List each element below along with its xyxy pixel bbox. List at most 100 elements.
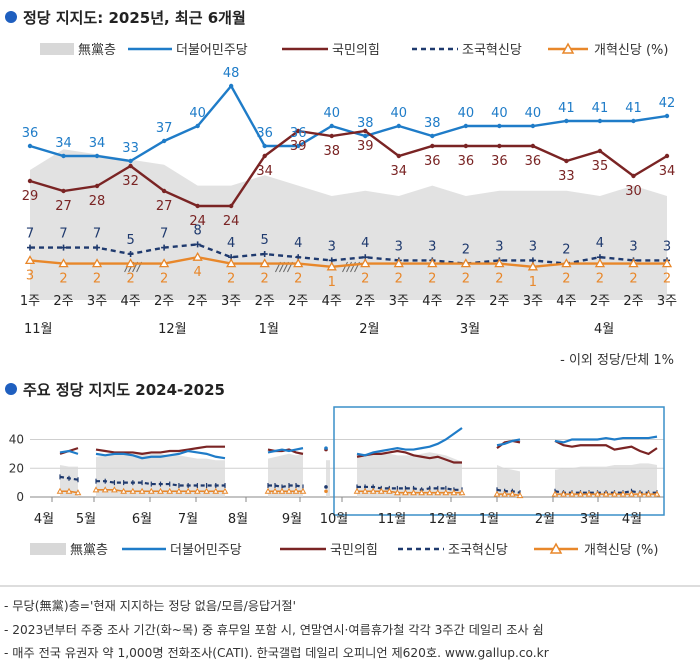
top-series-lines [29, 83, 668, 269]
ppp-data-label: 24 [223, 214, 240, 229]
rebuild-data-label: 3 [629, 239, 637, 254]
reform-point [24, 255, 36, 265]
x-tick-label: 2주 [590, 294, 610, 309]
reform-point [147, 487, 155, 494]
dem-point [564, 118, 569, 124]
legend-noparty-label: 無黨층 [78, 43, 116, 58]
legend-rebuild-label: 조국혁신당 [462, 43, 522, 58]
reform-data-label: 2 [462, 272, 470, 287]
x-tick-label: 1주 [20, 294, 40, 309]
ppp-point [664, 153, 670, 159]
dem-data-label: 40 [391, 106, 408, 121]
dem-point [61, 153, 66, 159]
x-tick-label: 9월 [282, 512, 302, 527]
ppp-point [396, 153, 401, 159]
reform-data-label: 2 [495, 272, 503, 287]
dem-data-label: 41 [558, 101, 575, 116]
legend-reform-triangle-icon [549, 542, 563, 554]
dem-series-line [267, 447, 304, 454]
other-parties-note: - 이외 정당/단체 1% [560, 353, 674, 368]
x-tick-label: 6월 [132, 512, 152, 527]
reform-point [460, 258, 471, 268]
x-tick-label: 3주 [389, 294, 409, 309]
x-tick-label: 8월 [228, 512, 248, 527]
reform-data-label: 2 [227, 272, 235, 287]
heading-dot-icon [5, 11, 17, 23]
reform-data-label: 3 [26, 268, 34, 283]
top-noparty-area [30, 149, 667, 300]
month-label: 11월 [24, 322, 53, 337]
rebuild-data-label: 7 [160, 227, 168, 242]
reform-point [501, 490, 509, 497]
dem-data-label: 40 [189, 106, 206, 121]
reform-point [636, 490, 644, 497]
dem-data-label: 41 [625, 101, 642, 116]
reform-point [259, 258, 270, 268]
dem-point [530, 123, 536, 129]
ppp-data-label: 28 [89, 194, 106, 209]
x-tick-label: 12월 [429, 512, 458, 527]
legend-noparty-swatch [40, 43, 74, 55]
dem-series-line [496, 438, 521, 447]
dem-data-label: 48 [223, 66, 240, 81]
reform-series-line [29, 255, 667, 269]
dem-data-label: 34 [55, 136, 72, 151]
reform-point [264, 487, 272, 494]
x-tick-label: 5월 [76, 512, 96, 527]
ppp-point [195, 203, 200, 209]
ppp-point [597, 148, 603, 154]
reform-point [120, 487, 127, 494]
ppp-point [262, 153, 267, 159]
reform-point [324, 489, 328, 494]
ppp-series-line [554, 439, 658, 456]
rebuild-data-label: 3 [428, 239, 436, 254]
dem-data-label: 33 [122, 141, 139, 156]
reform-point [138, 487, 146, 494]
ppp-point [27, 178, 33, 184]
bottom-x-axis: 4월 5월 6월 7월 8월 9월 10월 11월 12월 1월 2월 3월 4월 [34, 497, 642, 527]
ppp-data-label: 27 [156, 199, 173, 214]
reform-data-label: 2 [663, 272, 671, 287]
rebuild-data-label: 2 [462, 243, 470, 258]
noparty-area [60, 465, 78, 497]
x-tick-label: 3주 [221, 294, 241, 309]
ppp-data-label: 36 [424, 154, 441, 169]
rebuild-series-line [357, 485, 462, 491]
ppp-point [61, 188, 66, 194]
reform-data-label: 2 [395, 272, 403, 287]
rebuild-data-label: 3 [395, 239, 403, 254]
x-tick-label: 2주 [288, 294, 308, 309]
reform-point [410, 489, 417, 496]
x-tick-label: 2주 [154, 294, 174, 309]
ppp-data-label: 24 [189, 214, 206, 229]
legend-rebuild-label: 조국혁신당 [448, 543, 508, 558]
rebuild-point [324, 485, 328, 489]
ppp-data-label: 36 [525, 154, 542, 169]
noparty-area [357, 452, 462, 497]
dem-point [262, 143, 267, 149]
dem-point [664, 113, 670, 119]
reform-data-label: 2 [59, 272, 67, 287]
reform-data-label: 4 [193, 265, 201, 280]
ppp-series-line [95, 445, 225, 455]
reform-point [166, 487, 174, 494]
x-tick-label: 3주 [523, 294, 543, 309]
reform-point [418, 489, 425, 496]
dem-point [195, 123, 200, 129]
reform-point [326, 261, 337, 271]
noparty-area [30, 149, 667, 300]
reform-point [226, 258, 237, 268]
dem-data-label: 38 [424, 116, 441, 131]
reform-point [393, 258, 404, 268]
reform-point [645, 490, 652, 497]
rebuild-series-line [268, 484, 304, 489]
reform-point [450, 489, 458, 496]
dem-point [430, 133, 435, 139]
ppp-point [329, 133, 334, 139]
reform-point [56, 487, 64, 494]
noparty-area [555, 463, 657, 497]
reform-point [175, 487, 183, 494]
x-tick-label: 3주 [87, 294, 107, 309]
dem-point [324, 446, 328, 450]
